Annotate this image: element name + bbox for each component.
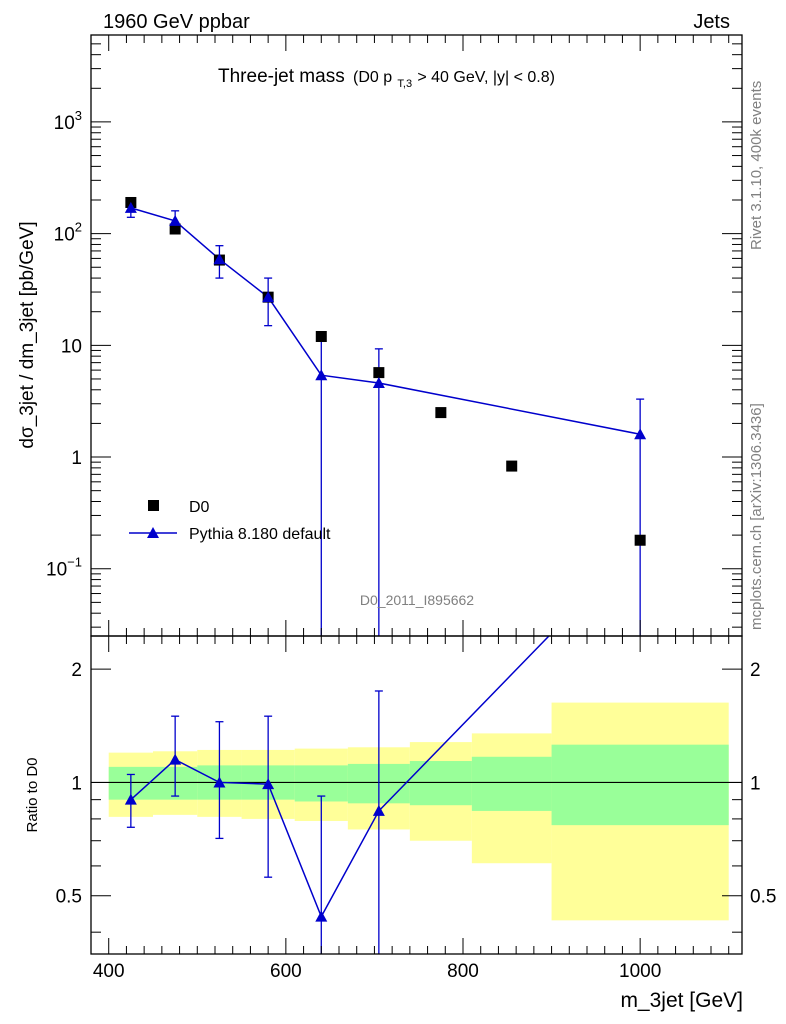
d0-point	[506, 460, 518, 472]
upper-y-tick-label: 10	[61, 336, 82, 357]
analysis-watermark: D0_2011_I895662	[360, 592, 474, 608]
lower-y-tick-label-right: 1	[750, 773, 761, 794]
header-left: 1960 GeV ppbar	[103, 11, 250, 33]
ratio-point	[262, 778, 275, 790]
lower-y-tick-label-right: 0.5	[750, 887, 776, 908]
d0-point	[373, 367, 385, 379]
d0-point	[315, 330, 327, 342]
uncertainty-band-inner	[471, 756, 552, 811]
mc-point	[262, 291, 275, 303]
x-tick-label: 800	[447, 961, 479, 982]
lower-y-tick-label-right: 2	[750, 660, 761, 681]
side-text-top: Rivet 3.1.10, 400k events	[748, 81, 765, 250]
legend-label-mc: Pythia 8.180 default	[189, 526, 331, 543]
upper-ylabel: dσ_3jet / dm_3jet [pb/GeV]	[17, 221, 38, 448]
mc-point	[213, 253, 226, 265]
x-tick-label: 400	[93, 961, 125, 982]
lower-panel: 0.5 0.5 1 1 2 2 400 600 800 1000 Ratio to D0 m_3…	[24, 635, 776, 1012]
d0-point	[169, 223, 181, 235]
plot-title-cut-rest: > 40 GeV, |y| < 0.8)	[417, 69, 555, 86]
uncertainty-band-inner	[551, 744, 729, 826]
plot-title-main: Three-jet mass	[218, 66, 345, 87]
lower-y-tick-label: 0.5	[56, 887, 82, 908]
ratio-point	[372, 804, 385, 816]
ratio-point	[169, 753, 182, 765]
x-axis-label: m_3jet [GeV]	[620, 989, 743, 1012]
plot-title: Three-jet mass (D0 p T,3 > 40 GeV, |y| <…	[218, 66, 555, 92]
header-right: Jets	[693, 11, 730, 33]
ratio-point	[124, 793, 137, 805]
legend-marker-d0	[148, 500, 159, 511]
mc-point	[634, 428, 647, 440]
ratio-point	[315, 910, 328, 922]
mc-point	[124, 201, 137, 213]
x-tick-label: 600	[270, 961, 302, 982]
ratio-point	[213, 776, 226, 788]
lower-y-tick-label: 2	[71, 660, 82, 681]
side-text-bottom: mcplots.cern.ch [arXiv:1306.3436]	[748, 403, 765, 630]
legend: D0 Pythia 8.180 default	[129, 499, 331, 543]
mc-line	[130, 207, 641, 435]
uncertainty-band-inner	[409, 761, 472, 806]
lower-y-tick-label: 1	[71, 773, 82, 794]
plot-title-cut: (D0 p	[353, 69, 392, 86]
lower-ylabel: Ratio to D0	[24, 757, 41, 832]
d0-point	[435, 407, 447, 419]
upper-frame	[90, 34, 743, 637]
mc-point	[315, 369, 328, 381]
upper-y-tick-label: 102	[54, 220, 82, 246]
legend-marker-mc	[147, 527, 159, 538]
upper-panel: 10−1 1 10 102 103 dσ_3jet / dm_3jet [pb/GeV]…	[17, 34, 743, 637]
legend-label-d0: D0	[189, 499, 210, 516]
upper-y-tick-label: 1	[71, 448, 82, 469]
d0-point	[634, 534, 646, 546]
x-tick-label: 1000	[619, 961, 661, 982]
plot-title-sub: T,3	[397, 78, 412, 90]
upper-y-tick-label: 103	[54, 108, 82, 134]
mc-point	[372, 377, 385, 389]
upper-y-tick-label: 10−1	[46, 555, 82, 581]
lower-frame	[90, 635, 743, 955]
mc-point	[169, 214, 182, 226]
